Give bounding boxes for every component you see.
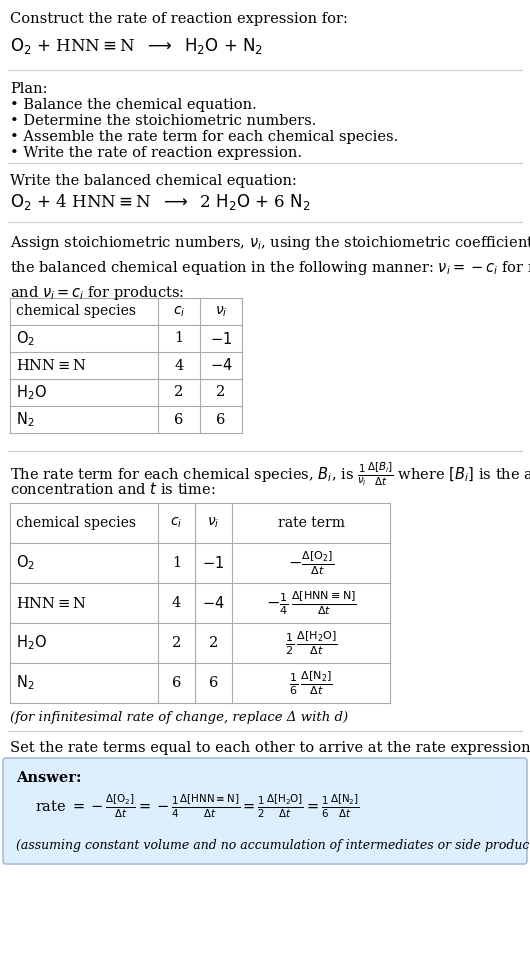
Text: rate $= -\frac{\Delta[\mathrm{O_2}]}{\Delta t} = -\frac{1}{4}\frac{\Delta[\mathr: rate $= -\frac{\Delta[\mathrm{O_2}]}{\De… <box>35 793 360 821</box>
Text: (assuming constant volume and no accumulation of intermediates or side products): (assuming constant volume and no accumul… <box>16 839 530 852</box>
Text: 1: 1 <box>174 332 183 346</box>
Text: Answer:: Answer: <box>16 771 82 785</box>
Text: $\nu_i$: $\nu_i$ <box>207 515 220 530</box>
Text: $\frac{1}{2}\,\frac{\Delta[\mathrm{H_2O}]}{\Delta t}$: $\frac{1}{2}\,\frac{\Delta[\mathrm{H_2O}… <box>285 630 338 657</box>
Text: 6: 6 <box>172 676 181 690</box>
Text: $\mathrm{H_2O}$: $\mathrm{H_2O}$ <box>16 384 47 402</box>
Text: 4: 4 <box>172 596 181 610</box>
Text: • Assemble the rate term for each chemical species.: • Assemble the rate term for each chemic… <box>10 130 398 144</box>
Text: $c_i$: $c_i$ <box>173 305 185 319</box>
Text: HNN$\equiv$N: HNN$\equiv$N <box>16 358 86 373</box>
Text: Set the rate terms equal to each other to arrive at the rate expression:: Set the rate terms equal to each other t… <box>10 741 530 755</box>
Text: $\mathrm{O_2}$: $\mathrm{O_2}$ <box>16 329 35 347</box>
Text: $\mathrm{O_2}$ $+$ HNN$\equiv$N $\;\longrightarrow\;$ $\mathrm{H_2O}$ $+$ $\math: $\mathrm{O_2}$ $+$ HNN$\equiv$N $\;\long… <box>10 36 263 56</box>
Text: 2: 2 <box>209 636 218 650</box>
Text: The rate term for each chemical species, $B_i$, is $\frac{1}{\nu_i}\frac{\Delta[: The rate term for each chemical species,… <box>10 461 530 488</box>
FancyBboxPatch shape <box>3 758 527 864</box>
Text: $\mathrm{O_2}$ $+$ 4 HNN$\equiv$N $\;\longrightarrow\;$ 2 $\mathrm{H_2O}$ $+$ 6 : $\mathrm{O_2}$ $+$ 4 HNN$\equiv$N $\;\lo… <box>10 192 311 212</box>
Text: • Write the rate of reaction expression.: • Write the rate of reaction expression. <box>10 146 302 160</box>
Text: $\mathrm{N_2}$: $\mathrm{N_2}$ <box>16 410 34 428</box>
Text: 6: 6 <box>216 413 226 427</box>
Text: Write the balanced chemical equation:: Write the balanced chemical equation: <box>10 174 297 188</box>
Text: $-1$: $-1$ <box>210 331 232 346</box>
Text: $\mathrm{O_2}$: $\mathrm{O_2}$ <box>16 553 35 572</box>
Text: Assign stoichiometric numbers, $\nu_i$, using the stoichiometric coefficients, $: Assign stoichiometric numbers, $\nu_i$, … <box>10 234 530 303</box>
Text: Plan:: Plan: <box>10 82 48 96</box>
Text: $\mathrm{H_2O}$: $\mathrm{H_2O}$ <box>16 633 47 652</box>
Text: $-1$: $-1$ <box>202 555 225 571</box>
Text: • Balance the chemical equation.: • Balance the chemical equation. <box>10 98 257 112</box>
Text: $-\frac{1}{4}\,\frac{\Delta[\mathrm{HNN{\equiv}N}]}{\Delta t}$: $-\frac{1}{4}\,\frac{\Delta[\mathrm{HNN{… <box>266 590 356 617</box>
Text: chemical species: chemical species <box>16 516 136 530</box>
Text: $\nu_i$: $\nu_i$ <box>215 305 227 319</box>
Text: 2: 2 <box>172 636 181 650</box>
Text: $-4$: $-4$ <box>210 357 232 374</box>
Text: 6: 6 <box>209 676 218 690</box>
Text: $\frac{1}{6}\,\frac{\Delta[\mathrm{N_2}]}{\Delta t}$: $\frac{1}{6}\,\frac{\Delta[\mathrm{N_2}]… <box>289 670 333 697</box>
Text: (for infinitesimal rate of change, replace Δ with d): (for infinitesimal rate of change, repla… <box>10 711 348 724</box>
Text: 4: 4 <box>174 358 183 373</box>
Text: $-4$: $-4$ <box>202 595 225 611</box>
Text: Construct the rate of reaction expression for:: Construct the rate of reaction expressio… <box>10 12 348 26</box>
Text: $\mathrm{N_2}$: $\mathrm{N_2}$ <box>16 673 34 692</box>
Text: 1: 1 <box>172 556 181 570</box>
Text: concentration and $t$ is time:: concentration and $t$ is time: <box>10 481 216 497</box>
Text: 6: 6 <box>174 413 184 427</box>
Text: $-\frac{\Delta[\mathrm{O_2}]}{\Delta t}$: $-\frac{\Delta[\mathrm{O_2}]}{\Delta t}$ <box>288 549 334 577</box>
Text: $c_i$: $c_i$ <box>170 515 183 530</box>
Text: HNN$\equiv$N: HNN$\equiv$N <box>16 595 86 611</box>
Text: chemical species: chemical species <box>16 305 136 318</box>
Text: rate term: rate term <box>278 516 344 530</box>
Text: 2: 2 <box>174 386 183 399</box>
Text: 2: 2 <box>216 386 226 399</box>
Text: • Determine the stoichiometric numbers.: • Determine the stoichiometric numbers. <box>10 114 316 128</box>
